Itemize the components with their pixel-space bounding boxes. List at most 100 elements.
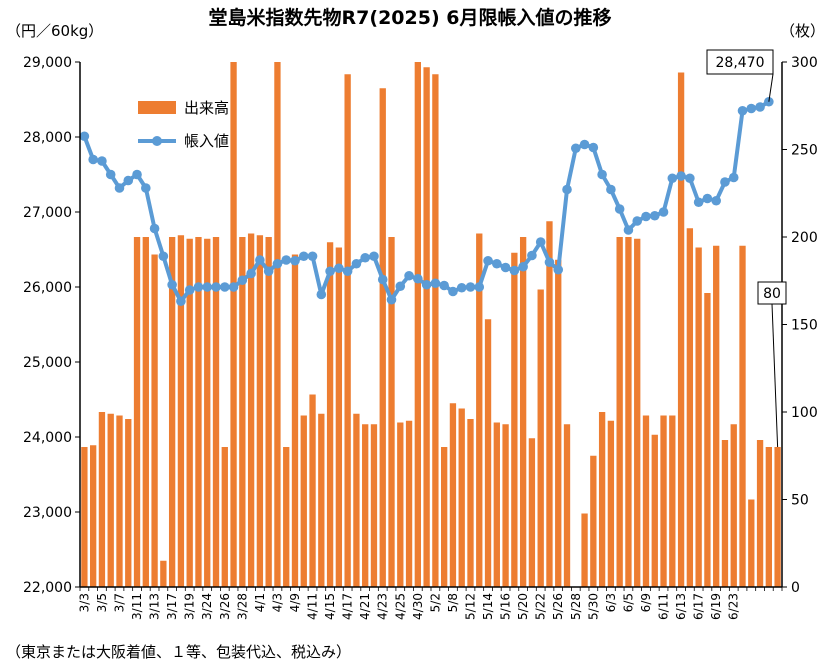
x-tick-label: 6/13 <box>674 593 688 620</box>
x-tick-label: 4/15 <box>323 593 337 620</box>
left-tick-label: 22,000 <box>23 580 72 596</box>
volume-bar <box>98 412 106 587</box>
x-tick-label: 3/26 <box>218 593 232 620</box>
volume-bar <box>748 499 755 587</box>
x-tick-label: 5/8 <box>446 593 460 612</box>
settlement-point <box>649 210 660 221</box>
x-tick-label: 4/9 <box>288 593 302 612</box>
x-tick-label: 5/26 <box>551 593 565 620</box>
legend-line-label: 帳入値 <box>184 132 229 150</box>
right-tick-label: 250 <box>791 143 818 159</box>
volume-bar <box>467 419 474 587</box>
settlement-point <box>377 274 388 285</box>
settlement-point <box>149 223 160 234</box>
x-tick-label: 6/17 <box>692 593 706 620</box>
settlement-point <box>228 282 239 292</box>
settlement-point <box>158 251 169 262</box>
settlement-point <box>597 169 607 180</box>
volume-bar <box>546 221 553 587</box>
settlement-point <box>579 139 590 150</box>
settlement-point <box>456 282 467 293</box>
settlement-point <box>623 225 634 235</box>
volume-bar <box>195 237 202 587</box>
volume-bar <box>563 424 571 587</box>
x-tick-label: 4/17 <box>341 593 355 620</box>
settlement-point <box>237 275 248 286</box>
x-tick-label: 4/1 <box>253 593 267 612</box>
x-tick-label: 4/3 <box>270 593 284 612</box>
settlement-point <box>272 258 283 269</box>
x-tick-label: 4/21 <box>358 593 372 620</box>
volume-bar <box>695 247 702 587</box>
settlement-point <box>307 251 318 262</box>
volume-bar <box>686 228 694 587</box>
volume-bar <box>168 237 176 587</box>
settlement-point <box>193 282 204 292</box>
volume-bar <box>642 415 650 587</box>
volume-bar <box>247 233 255 587</box>
x-tick-label: 5/14 <box>481 593 495 620</box>
volume-bar <box>151 254 158 587</box>
volume-bar <box>309 394 316 587</box>
left-axis-ticks: 22,000 23,000 24,000 25,000 26,000 27,000 28,0… <box>23 55 80 596</box>
right-tick-label: 150 <box>791 318 818 334</box>
volume-bar <box>405 420 413 587</box>
volume-bar <box>221 447 228 587</box>
volume-bar <box>116 415 123 587</box>
settlement-point <box>255 255 265 265</box>
left-axis-unit: （円／60kg） <box>6 22 103 40</box>
settlement-point <box>685 173 695 184</box>
last-volume-callout: 80 <box>757 281 787 448</box>
legend: 出来高 帳入値 <box>138 99 229 150</box>
settlement-point <box>535 237 546 247</box>
left-tick-label: 27,000 <box>23 205 72 221</box>
x-axis-ticks: 3/3 3/5 3/7 3/11 3/13 3/17 3/19 3/24 3/26 3/28 4/1… <box>77 587 783 620</box>
volume-bar <box>160 560 167 587</box>
x-tick-label: 3/24 <box>200 593 214 620</box>
settlement-point <box>711 195 721 206</box>
settlement-point <box>527 250 537 261</box>
volume-bar <box>133 237 141 587</box>
volume-bar <box>660 415 667 587</box>
volume-bar <box>177 235 185 587</box>
volume-bar <box>739 245 746 587</box>
volume-bar <box>502 424 509 587</box>
volume-bar <box>476 233 483 587</box>
volume-bar <box>125 419 132 587</box>
volume-bar <box>441 447 448 587</box>
right-tick-label: 100 <box>791 405 818 421</box>
settlement-point <box>746 103 757 114</box>
settlement-point <box>334 263 344 274</box>
volume-bar <box>397 422 404 587</box>
volume-bar <box>370 424 378 587</box>
volume-bar <box>204 238 211 587</box>
volume-bar <box>721 440 729 587</box>
settlement-point <box>421 279 432 290</box>
right-tick-label: 300 <box>791 55 818 71</box>
x-tick-label: 5/2 <box>428 593 442 612</box>
x-tick-label: 4/30 <box>411 593 425 620</box>
volume-bar <box>326 242 334 587</box>
x-tick-label: 3/7 <box>112 593 126 612</box>
settlement-point <box>263 266 274 277</box>
left-tick-label: 29,000 <box>23 55 72 71</box>
settlement-point <box>298 251 309 262</box>
settlement-point <box>544 257 555 268</box>
volume-bar <box>669 415 676 587</box>
volume-bar <box>519 237 527 587</box>
right-axis-ticks: 0 50 100 150 200 250 300 <box>782 55 818 596</box>
settlement-point <box>570 143 581 154</box>
settlement-point <box>641 211 651 222</box>
left-tick-label: 26,000 <box>23 280 72 296</box>
x-tick-label: 5/28 <box>569 593 583 620</box>
last-value-label: 28,470 <box>716 55 765 71</box>
settlement-point <box>720 177 730 187</box>
x-tick-label: 5/20 <box>516 593 530 620</box>
settlement-point <box>325 266 335 277</box>
volume-bar <box>616 237 623 587</box>
settlement-point <box>219 282 230 292</box>
settlement-point <box>553 264 564 275</box>
settlement-point <box>395 281 406 292</box>
settlement-point <box>97 156 107 166</box>
